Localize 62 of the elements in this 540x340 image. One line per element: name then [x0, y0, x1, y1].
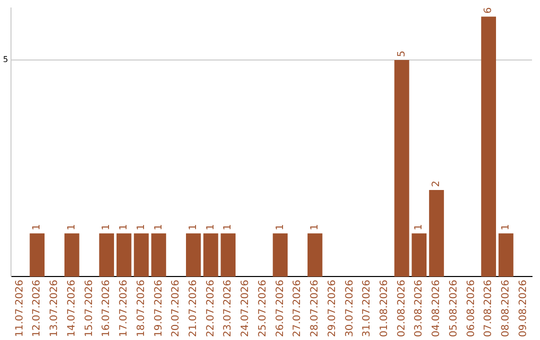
x-tick-label: 07.08.2026: [483, 280, 494, 338]
bar: [99, 233, 114, 277]
x-tick-label: 14.07.2026: [66, 280, 78, 338]
x-tick-label: 21.07.2026: [188, 280, 199, 338]
bar: [481, 16, 496, 277]
bar: [394, 60, 410, 277]
x-tick-label: 24.07.2026: [240, 280, 252, 338]
x-tick-label: 05.08.2026: [448, 280, 460, 338]
data-label: 1: [274, 224, 286, 230]
x-tick-label: 11.07.2026: [14, 280, 26, 338]
x-tick-label: 17.07.2026: [118, 280, 130, 338]
bar: [308, 233, 322, 277]
bar: [220, 233, 236, 277]
x-tick-label: 02.08.2026: [396, 280, 408, 338]
bar: [116, 233, 132, 277]
x-tick-label: 25.07.2026: [257, 280, 268, 338]
bar: [186, 233, 201, 277]
data-label: 1: [500, 224, 512, 230]
data-label: 2: [431, 180, 442, 188]
bar: [134, 233, 149, 277]
x-tick-label: 16.07.2026: [101, 280, 112, 338]
x-tick-label: 18.07.2026: [136, 280, 147, 338]
bar: [203, 233, 218, 277]
x-tick-label: 06.08.2026: [466, 280, 477, 338]
bar: [151, 233, 166, 277]
x-tick-label: 30.07.2026: [344, 280, 356, 338]
x-tick-label: 08.08.2026: [500, 280, 512, 338]
data-label: 1: [66, 224, 78, 230]
x-tick-label: 12.07.2026: [32, 280, 43, 338]
data-label: 1: [414, 224, 425, 230]
x-tick-label: 26.07.2026: [274, 280, 286, 338]
data-label: 6: [483, 7, 494, 14]
bar: [429, 190, 444, 277]
x-tick-label: 15.07.2026: [84, 280, 95, 338]
data-label: 1: [118, 224, 130, 230]
bar: [412, 233, 427, 277]
data-label: 1: [32, 224, 43, 230]
data-label: 1: [310, 224, 321, 230]
x-tick-label: 01.08.2026: [379, 280, 390, 338]
x-tick-label: 04.08.2026: [431, 280, 442, 338]
data-label: 1: [153, 224, 164, 230]
x-tick-label: 20.07.2026: [170, 280, 182, 338]
x-tick-label: 22.07.2026: [205, 280, 216, 338]
x-tick-label: 23.07.2026: [222, 280, 234, 338]
data-label: 1: [136, 224, 147, 230]
x-tick-label: 13.07.2026: [49, 280, 60, 338]
x-tick-label: 31.07.2026: [362, 280, 373, 338]
bar: [30, 233, 45, 277]
x-tick-label: 29.07.2026: [326, 280, 338, 338]
bar: [64, 233, 80, 277]
x-tick-label: 03.08.2026: [414, 280, 425, 338]
x-tick-label: 27.07.2026: [292, 280, 304, 338]
bar: [272, 233, 288, 277]
data-label: 1: [222, 224, 234, 230]
x-tick-label: 09.08.2026: [518, 280, 529, 338]
bar: [498, 233, 514, 277]
x-tick-label: 28.07.2026: [310, 280, 321, 338]
data-label: 1: [188, 224, 199, 230]
x-tick-label: 19.07.2026: [153, 280, 164, 338]
data-label: 1: [101, 224, 112, 230]
data-label: 5: [396, 50, 408, 58]
data-label: 1: [205, 224, 216, 230]
